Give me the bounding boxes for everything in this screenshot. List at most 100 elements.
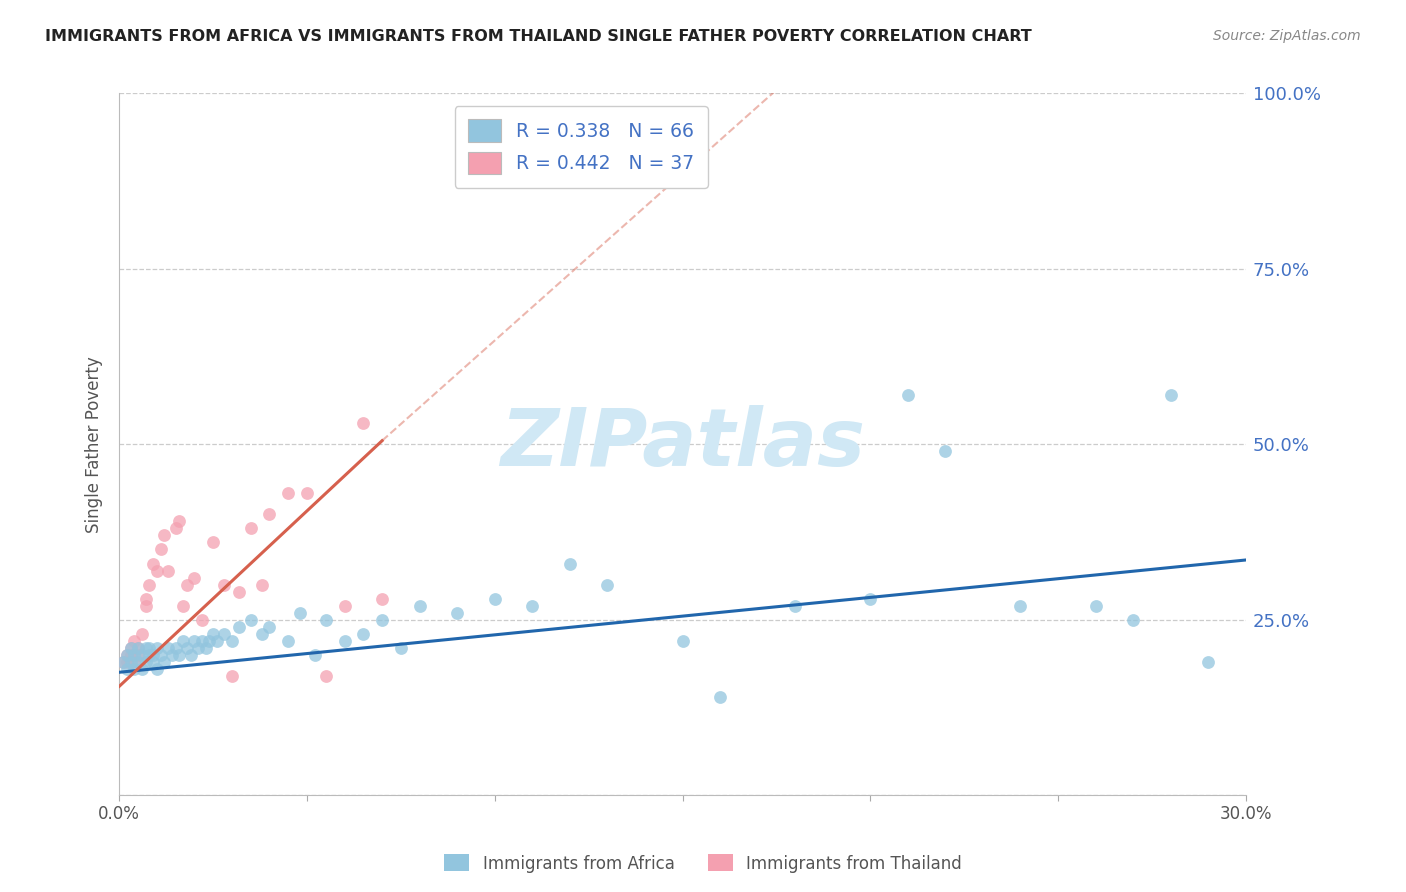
Point (124, 662, 146, 676)
Point (135, 599, 157, 613)
Point (191, 633, 214, 648)
Point (146, 640, 169, 655)
Point (250, 626, 273, 640)
Point (214, 577, 236, 591)
Point (149, 542, 172, 557)
Point (142, 655, 165, 669)
Point (135, 591, 157, 606)
Point (934, 444, 956, 458)
Point (160, 648, 183, 662)
Text: Source: ZipAtlas.com: Source: ZipAtlas.com (1213, 29, 1361, 43)
Point (124, 655, 146, 669)
Point (277, 633, 299, 648)
Point (172, 599, 194, 613)
Text: IMMIGRANTS FROM AFRICA VS IMMIGRANTS FROM THAILAND SINGLE FATHER POVERTY CORRELA: IMMIGRANTS FROM AFRICA VS IMMIGRANTS FRO… (45, 29, 1032, 44)
Point (138, 640, 160, 655)
Point (315, 669, 337, 683)
Text: ZIPatlas: ZIPatlas (501, 405, 865, 483)
Point (239, 521, 262, 535)
Point (115, 662, 138, 676)
Point (198, 633, 221, 648)
Point (1122, 613, 1144, 627)
Point (558, 557, 581, 571)
Point (239, 613, 262, 627)
Y-axis label: Single Father Poverty: Single Father Poverty (86, 356, 103, 533)
Point (176, 577, 198, 591)
Point (202, 626, 225, 640)
Point (315, 613, 337, 627)
Point (172, 633, 194, 648)
Point (671, 633, 693, 648)
Point (142, 648, 165, 662)
Point (157, 564, 180, 578)
Point (120, 648, 142, 662)
Point (153, 655, 176, 669)
Point (371, 591, 394, 606)
Point (250, 577, 273, 591)
Point (191, 613, 214, 627)
Point (112, 655, 135, 669)
Point (120, 640, 142, 655)
Point (115, 648, 138, 662)
Point (183, 633, 205, 648)
Point (446, 606, 468, 620)
Point (408, 599, 430, 613)
Point (214, 626, 236, 640)
Point (124, 633, 146, 648)
Point (135, 655, 157, 669)
Point (221, 669, 243, 683)
Legend: R = 0.338   N = 66, R = 0.442   N = 37: R = 0.338 N = 66, R = 0.442 N = 37 (454, 106, 707, 187)
Point (352, 416, 374, 430)
Point (352, 626, 374, 640)
Point (205, 633, 228, 648)
Point (228, 584, 250, 599)
Point (131, 662, 153, 676)
Point (169, 515, 191, 529)
Point (127, 655, 149, 669)
Point (149, 648, 172, 662)
Point (897, 388, 920, 402)
Point (202, 535, 225, 549)
Point (180, 648, 202, 662)
Point (259, 620, 281, 634)
Point (484, 591, 506, 606)
Point (120, 655, 142, 669)
Point (142, 557, 165, 571)
Point (165, 640, 187, 655)
Point (221, 633, 243, 648)
Point (295, 486, 318, 500)
Point (522, 599, 544, 613)
Point (127, 648, 149, 662)
Point (596, 577, 619, 591)
Point (1084, 599, 1107, 613)
Point (389, 640, 412, 655)
Point (131, 648, 153, 662)
Point (187, 640, 209, 655)
Point (127, 640, 149, 655)
Point (709, 690, 731, 704)
Point (371, 613, 394, 627)
Point (131, 626, 153, 640)
Point (124, 648, 146, 662)
Point (165, 521, 187, 535)
Point (1010, 599, 1032, 613)
Point (146, 564, 169, 578)
Point (115, 648, 138, 662)
Point (169, 648, 191, 662)
Point (228, 620, 250, 634)
Point (194, 640, 217, 655)
Point (333, 599, 356, 613)
Point (135, 640, 157, 655)
Point (1197, 655, 1219, 669)
Point (157, 640, 180, 655)
Point (277, 486, 299, 500)
Point (333, 633, 356, 648)
Point (153, 528, 176, 542)
Point (138, 648, 160, 662)
Point (127, 640, 149, 655)
Point (120, 640, 142, 655)
Point (1160, 388, 1182, 402)
Point (859, 591, 882, 606)
Point (138, 577, 160, 591)
Point (785, 599, 807, 613)
